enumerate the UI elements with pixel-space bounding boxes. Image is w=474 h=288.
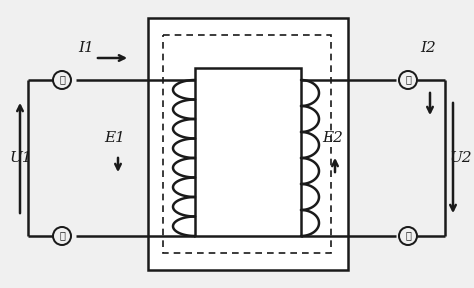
Text: ③: ③ <box>405 75 411 84</box>
Bar <box>163 35 331 253</box>
Bar <box>148 18 348 270</box>
Text: U1: U1 <box>10 151 33 165</box>
Text: ②: ② <box>59 232 65 240</box>
Text: ①: ① <box>59 75 65 84</box>
Text: I2: I2 <box>420 41 436 55</box>
Text: I1: I1 <box>78 41 94 55</box>
Text: E1: E1 <box>104 131 125 145</box>
Text: ④: ④ <box>405 232 411 240</box>
Bar <box>195 68 301 236</box>
Text: E2: E2 <box>322 131 343 145</box>
Text: U2: U2 <box>450 151 473 165</box>
